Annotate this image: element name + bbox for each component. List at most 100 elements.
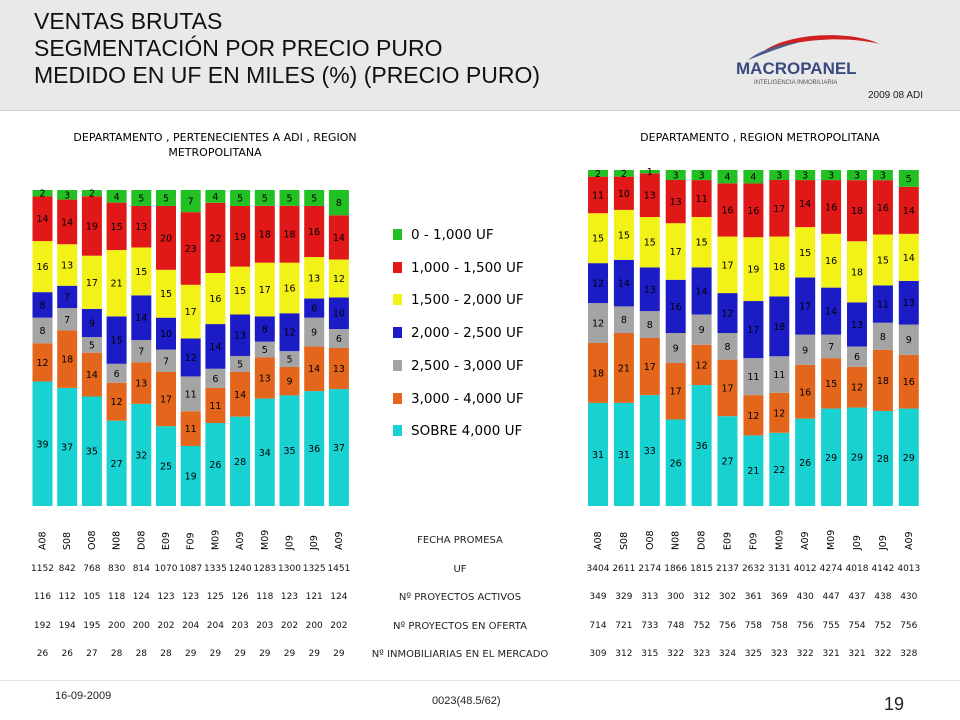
bar-segment bbox=[613, 170, 634, 177]
bar-segment bbox=[588, 303, 608, 343]
data-label: 11 bbox=[185, 424, 197, 435]
bar-segment bbox=[743, 435, 764, 506]
bar-segment bbox=[254, 262, 275, 317]
bar-segment bbox=[81, 190, 102, 197]
bar-segment bbox=[106, 250, 127, 317]
tick-label: A09 bbox=[904, 531, 915, 550]
data-label: 8 bbox=[336, 198, 342, 209]
footer-code: 0023(48.5/62) bbox=[432, 695, 501, 707]
tick-label: O08 bbox=[645, 530, 656, 550]
bar-segment bbox=[279, 395, 300, 506]
bar-segment bbox=[639, 311, 660, 338]
row-label-active: Nº PROYECTOS ACTIVOS bbox=[398, 592, 522, 603]
data-label: 12 bbox=[111, 397, 123, 408]
data-label: 4 bbox=[114, 192, 120, 203]
table-cell-offer: 748 bbox=[667, 621, 684, 631]
bar-segment bbox=[230, 416, 251, 506]
bar-segment bbox=[613, 209, 634, 260]
data-label: 21 bbox=[111, 279, 123, 290]
bar-segment bbox=[205, 202, 226, 273]
data-label: 14 bbox=[308, 364, 320, 375]
table-cell-realtors: 26 bbox=[37, 649, 49, 659]
bar-segment bbox=[847, 241, 867, 303]
bar-segment bbox=[588, 213, 608, 264]
footer-divider bbox=[0, 680, 960, 681]
bar-segment bbox=[743, 183, 764, 238]
data-label: 15 bbox=[644, 238, 656, 249]
data-label: 3 bbox=[673, 170, 679, 181]
bar-segment bbox=[795, 170, 816, 181]
table-cell-realtors: 27 bbox=[86, 649, 97, 659]
data-label: 21 bbox=[618, 363, 630, 374]
bar-segment bbox=[254, 316, 275, 342]
table-cell-offer: 721 bbox=[615, 621, 632, 631]
data-label: 15 bbox=[160, 289, 172, 300]
data-label: 16 bbox=[799, 387, 811, 398]
data-label: 11 bbox=[773, 370, 785, 381]
bar-segment bbox=[691, 267, 712, 315]
data-label: 13 bbox=[903, 298, 915, 309]
table-cell-uf: 842 bbox=[59, 564, 76, 574]
bar-segment bbox=[57, 244, 78, 286]
bar-segment bbox=[81, 396, 102, 506]
table-cell-offer: 203 bbox=[256, 621, 273, 631]
data-label: 32 bbox=[135, 450, 147, 461]
bar-segment bbox=[304, 298, 325, 318]
bar-segment bbox=[847, 302, 867, 347]
bar-segment bbox=[847, 366, 867, 408]
data-label: 9 bbox=[699, 325, 705, 336]
bar-segment bbox=[639, 170, 660, 174]
bar-segment bbox=[32, 317, 53, 344]
data-label: 7 bbox=[64, 292, 70, 303]
table-cell-uf: 3404 bbox=[587, 564, 610, 574]
footer-date: 16-09-2009 bbox=[55, 690, 112, 702]
data-label: 14 bbox=[86, 370, 98, 381]
table-cell-active: 125 bbox=[207, 592, 224, 602]
bar-segment bbox=[230, 355, 251, 372]
bar-segment bbox=[328, 190, 349, 216]
table-cell-offer: 758 bbox=[771, 621, 788, 631]
legend-swatch bbox=[393, 229, 402, 240]
legend-swatch bbox=[393, 360, 402, 371]
bar-segment bbox=[847, 407, 867, 506]
bar-segment bbox=[81, 352, 102, 397]
data-label: 2 bbox=[621, 169, 627, 180]
data-label: 18 bbox=[851, 267, 863, 278]
bar-segment bbox=[795, 227, 816, 278]
table-cell-realtors: 29 bbox=[259, 649, 271, 659]
bar-segment bbox=[639, 217, 660, 268]
bar-segment bbox=[691, 217, 712, 268]
bar-segment bbox=[898, 233, 919, 281]
data-label: 34 bbox=[259, 448, 271, 459]
data-label: 14 bbox=[135, 313, 147, 324]
bar-segment bbox=[613, 259, 634, 307]
data-label: 28 bbox=[877, 454, 889, 465]
tick-label: J09 bbox=[309, 535, 320, 551]
data-label: 13 bbox=[61, 261, 73, 272]
tick-label: S08 bbox=[62, 532, 73, 550]
slide-header: VENTAS BRUTAS SEGMENTACIÓN POR PRECIO PU… bbox=[0, 0, 960, 111]
data-label: 9 bbox=[673, 343, 679, 354]
tick-label: M09 bbox=[826, 530, 837, 550]
data-label: 3 bbox=[880, 171, 886, 182]
data-label: 10 bbox=[333, 309, 345, 320]
bar-segment bbox=[205, 190, 226, 203]
data-label: 18 bbox=[773, 322, 785, 333]
bar-segment bbox=[205, 387, 226, 424]
data-label: 8 bbox=[621, 315, 627, 326]
table-cell-offer: 752 bbox=[874, 621, 891, 631]
data-label: 19 bbox=[86, 221, 98, 232]
legend-swatch bbox=[393, 425, 402, 436]
data-label: 18 bbox=[61, 355, 73, 366]
data-label: 18 bbox=[851, 206, 863, 217]
bar-segment bbox=[156, 205, 176, 270]
data-label: 6 bbox=[311, 304, 317, 315]
bar-segment bbox=[743, 301, 764, 359]
bar-segment bbox=[769, 356, 790, 393]
bar-segment bbox=[180, 376, 201, 412]
data-label: 15 bbox=[799, 248, 811, 259]
bar-segment bbox=[588, 342, 608, 403]
bar-segment bbox=[898, 408, 919, 506]
data-label: 15 bbox=[825, 379, 837, 390]
data-label: 3 bbox=[802, 171, 808, 182]
